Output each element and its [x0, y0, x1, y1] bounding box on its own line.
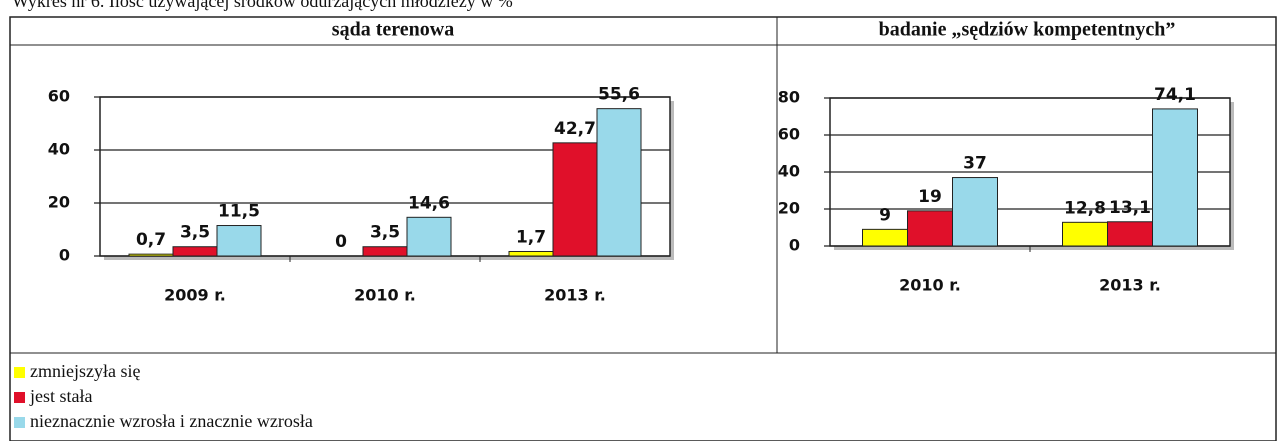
- x-tick-label: 2009 r.: [164, 286, 226, 305]
- data-label: 13,1: [1109, 198, 1151, 218]
- bar: [216, 225, 262, 257]
- bar: [508, 250, 554, 257]
- bar: [1152, 108, 1198, 247]
- data-label: 3,5: [180, 223, 210, 243]
- bar: [128, 253, 174, 257]
- bar: [362, 246, 408, 257]
- data-label: 3,5: [370, 223, 400, 243]
- data-label: 0: [335, 232, 347, 252]
- bar: [862, 228, 908, 247]
- x-tick-label: 2013 r.: [1099, 276, 1161, 295]
- caption: Wykres nr 6. Ilość używającej środków od…: [12, 0, 513, 11]
- bar: [1062, 221, 1108, 247]
- data-label: 37: [963, 154, 987, 174]
- legend-label: zmniejszyła się: [30, 361, 140, 381]
- y-tick-label: 0: [789, 236, 800, 255]
- chart-title: sąda terenowa: [332, 19, 454, 41]
- bar: [172, 246, 218, 257]
- y-tick-label: 60: [48, 87, 70, 106]
- legend-swatch: [14, 392, 25, 403]
- legend-label: nieznacznie wzrosła i znacznie wzrosła: [30, 411, 313, 431]
- data-label: 14,6: [408, 193, 450, 213]
- y-tick-label: 80: [778, 88, 800, 107]
- data-label: 12,8: [1064, 198, 1106, 218]
- bar: [952, 177, 998, 247]
- y-tick-label: 40: [48, 140, 70, 159]
- data-label: 11,5: [218, 202, 260, 222]
- data-label: 55,6: [598, 85, 640, 105]
- legend-swatch: [14, 367, 25, 378]
- data-label: 74,1: [1154, 85, 1196, 105]
- data-label: 0,7: [136, 230, 166, 250]
- data-label: 1,7: [516, 227, 546, 247]
- y-tick-label: 40: [778, 162, 800, 181]
- data-label: 42,7: [554, 119, 596, 139]
- data-label: 9: [879, 205, 891, 225]
- legend-label: jest stała: [29, 386, 92, 406]
- y-tick-label: 0: [59, 246, 70, 265]
- bar: [406, 216, 452, 257]
- bar: [907, 210, 953, 247]
- x-tick-label: 2013 r.: [544, 286, 606, 305]
- y-tick-label: 20: [778, 199, 800, 218]
- y-tick-label: 60: [778, 125, 800, 144]
- bar: [1107, 221, 1153, 247]
- chart-title: badanie „sędziów kompetentnych”: [879, 19, 1176, 41]
- y-tick-label: 20: [48, 193, 70, 212]
- data-label: 19: [918, 187, 942, 207]
- bar: [552, 142, 598, 257]
- x-tick-label: 2010 r.: [354, 286, 416, 305]
- legend-swatch: [14, 417, 25, 428]
- bar: [596, 108, 642, 257]
- table-border: [9, 16, 1277, 441]
- x-tick-label: 2010 r.: [899, 276, 961, 295]
